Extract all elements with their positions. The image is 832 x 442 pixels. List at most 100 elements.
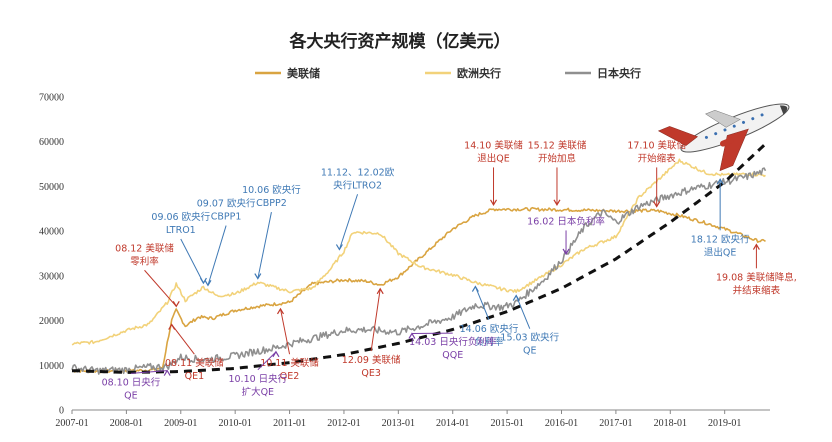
annotation-label: LTRO1: [166, 225, 196, 236]
annotation-label: 10.11 美联储: [260, 357, 319, 369]
annotation-label: 14.03 日央行负利率: [409, 336, 497, 348]
annotation-label: 14.06 欧央行: [460, 323, 519, 335]
legend: 美联储 欧洲央行 日本央行: [255, 66, 641, 80]
annotation-arrowhead: [490, 199, 498, 206]
annotation-arrow: [257, 212, 272, 279]
annotation-arrowhead: [335, 244, 343, 251]
annotation-arrowhead: [172, 300, 180, 308]
annotation-label: 负利率: [475, 336, 504, 348]
annotation-arrow: [515, 295, 531, 329]
annotation-label: 开始缩表: [638, 152, 677, 164]
y-tick-label: 10000: [39, 361, 64, 372]
series-line: [71, 167, 767, 375]
x-tick-label: 2015-01: [490, 418, 523, 429]
annotation-arrow: [130, 370, 168, 374]
annotation-label: CBPP1: [211, 212, 242, 223]
annotation-label: 14.10 美联储: [464, 139, 523, 151]
legend-label: 日本央行: [597, 66, 641, 80]
x-tick-label: 2018-01: [654, 418, 687, 429]
annotation-arrowhead: [254, 273, 262, 280]
x-tick-label: 2011-01: [273, 418, 306, 429]
annotation-label: QE: [124, 390, 137, 401]
annotation-arrowhead: [163, 369, 171, 376]
axes: 0 10000 20000 30000 40000 50000 60000 70000 2007…: [39, 93, 770, 429]
x-tick-label: 2010-01: [218, 418, 251, 429]
annotation-label: 并结束缩表: [733, 284, 781, 296]
x-tick-label: 2012-01: [327, 418, 360, 429]
series-line: [71, 158, 766, 346]
series-layer: [71, 142, 767, 375]
annotation-label: QE: [523, 346, 536, 357]
legend-label: 欧洲央行: [457, 66, 501, 80]
annotation-label: QQE: [442, 350, 463, 361]
y-tick-label: 50000: [39, 182, 64, 193]
airplane-icon: [657, 103, 790, 172]
annotation-arrowhead: [168, 323, 176, 330]
annotation-label: 退出QE: [477, 152, 509, 164]
annotation-label: 09.07 欧央行: [197, 198, 256, 210]
annotation-arrowhead: [204, 279, 212, 287]
annotation-arrow: [180, 238, 204, 284]
annotation-arrow: [257, 351, 277, 371]
annotation-arrowhead: [272, 350, 280, 358]
annotation-arrow: [338, 194, 359, 250]
annotation-label: 开始加息: [538, 152, 576, 164]
annotation-label: 15.03 欧央行: [500, 332, 559, 344]
trend-line: [71, 142, 767, 374]
x-tick-label: 2008-01: [110, 418, 143, 429]
annotation-label: 10.06 欧央行: [242, 184, 301, 196]
annotation-label: 退出QE: [704, 246, 736, 258]
annotation-label: 扩大QE: [242, 386, 274, 398]
annotation-label: QE3: [361, 368, 381, 379]
annotation-arrowhead: [276, 307, 285, 315]
annotation-arrowhead: [562, 248, 570, 256]
annotation-label: 08.12 美联储: [115, 242, 174, 254]
y-tick-label: 0: [59, 406, 64, 417]
y-tick-label: 60000: [39, 137, 64, 148]
y-tick-label: 30000: [39, 271, 64, 282]
annotation-arrow: [144, 269, 177, 307]
annotation-arrowhead: [408, 332, 416, 339]
x-tick-label: 2007-01: [55, 418, 88, 429]
annotation-label: 08.11 美联储: [165, 357, 224, 369]
x-tick-label: 2016-01: [545, 418, 578, 429]
x-tick-label: 2017-01: [599, 418, 632, 429]
annotation-arrowhead: [471, 285, 479, 292]
annotation-arrowhead: [199, 277, 207, 285]
x-tick-label: 2009-01: [164, 418, 197, 429]
annotation-arrow: [207, 225, 227, 286]
annotation-label: 央行LTRO2: [333, 179, 382, 191]
annotation-label: 15.12 美联储: [528, 139, 587, 151]
annotation-label: 11.12、12.02欧: [321, 166, 395, 178]
chart-title: 各大央行资产规模（亿美元）: [289, 31, 511, 52]
legend-label: 美联储: [287, 66, 320, 80]
annotation-label: QE2: [280, 371, 300, 382]
x-tick-label: 2019-01: [708, 418, 741, 429]
annotation-label: 08.10 日央行: [102, 376, 161, 388]
annotation-arrowhead: [376, 287, 384, 295]
x-tick-label: 2014-01: [436, 418, 469, 429]
annotation-label: 18.12 欧央行: [691, 233, 750, 245]
annotation-arrowhead: [653, 201, 661, 208]
annotation-label: 零利率: [130, 255, 159, 267]
x-tick-label: 2013-01: [382, 418, 415, 429]
annotation-label: 16.02 日本负利率: [527, 215, 605, 227]
annotation-label: 12.09 美联储: [342, 354, 401, 366]
y-tick-label: 40000: [39, 227, 64, 238]
annotation-label: CBPP2: [256, 198, 287, 209]
series-line: [71, 206, 766, 374]
annotation-arrow: [171, 324, 195, 355]
annotation-arrow: [280, 308, 291, 355]
annotation-arrow: [474, 286, 490, 320]
y-tick-label: 20000: [39, 316, 64, 327]
annotation-label: 10.10 日央行: [228, 373, 287, 385]
annotation-label: 09.06 欧央行: [151, 211, 210, 223]
y-tick-label: 70000: [39, 93, 64, 104]
annotation-arrowhead: [716, 178, 724, 185]
annotation-arrowhead: [752, 243, 760, 250]
annotation-arrowhead: [553, 199, 561, 206]
annotation-arrowhead: [512, 294, 520, 301]
annotation-arrow: [370, 288, 381, 352]
